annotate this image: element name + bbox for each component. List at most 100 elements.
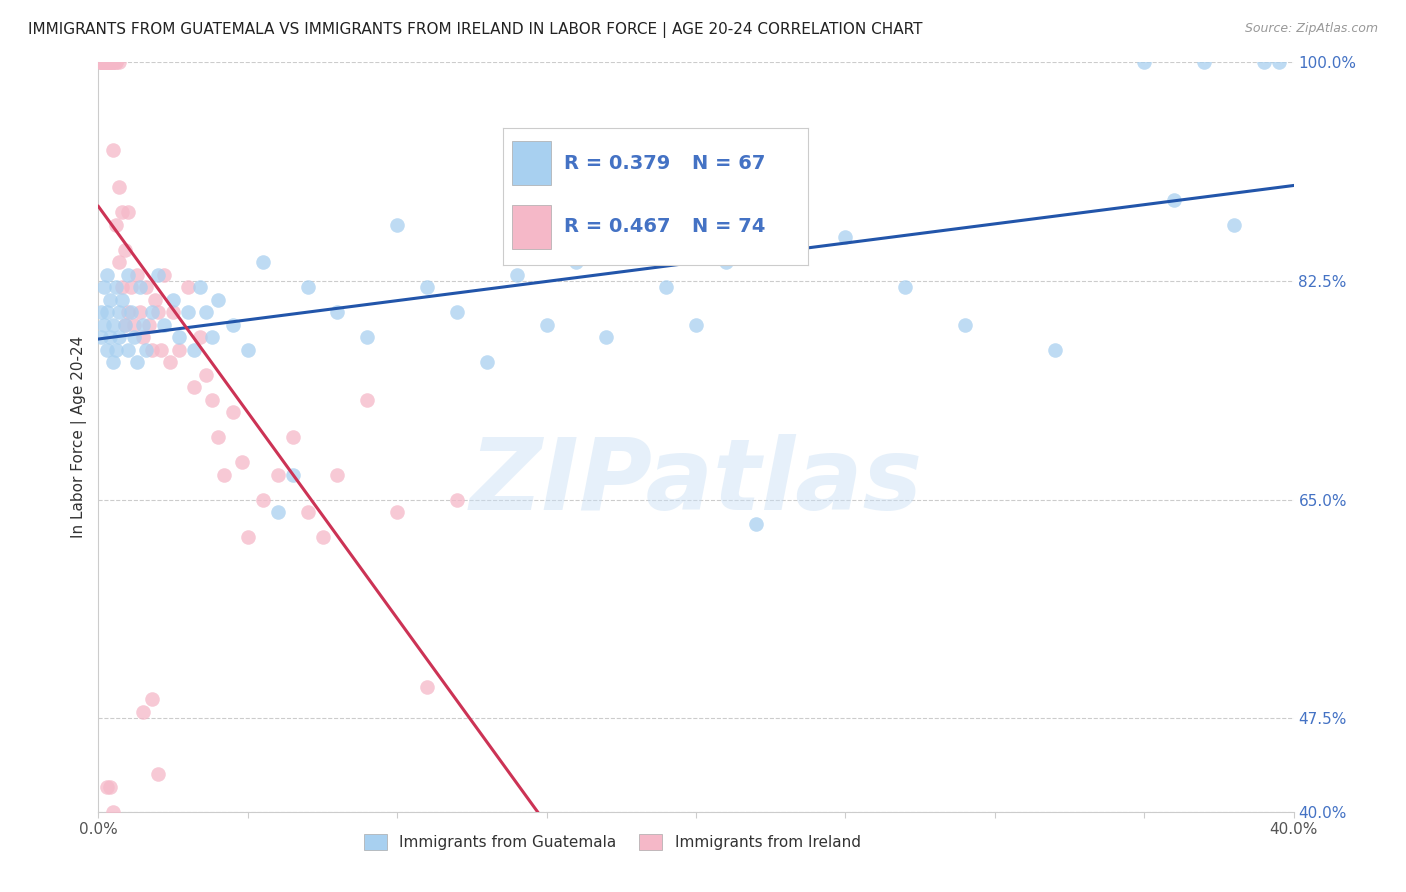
Point xyxy=(127,355,149,369)
Point xyxy=(894,280,917,294)
Text: ZIPatlas: ZIPatlas xyxy=(470,434,922,531)
Point xyxy=(108,55,131,70)
Point xyxy=(953,318,976,332)
Point xyxy=(281,467,304,482)
Point xyxy=(1043,343,1066,357)
Point xyxy=(111,293,134,307)
Point xyxy=(252,492,274,507)
Point xyxy=(595,330,617,344)
Point xyxy=(655,280,678,294)
Point xyxy=(103,355,125,369)
Point xyxy=(98,55,122,70)
Point xyxy=(506,268,529,282)
Text: R = 0.467: R = 0.467 xyxy=(564,217,671,236)
Point xyxy=(356,330,378,344)
Point xyxy=(143,293,166,307)
Point xyxy=(98,55,122,70)
Point xyxy=(111,280,134,294)
Point xyxy=(148,767,170,781)
Point xyxy=(267,467,290,482)
FancyBboxPatch shape xyxy=(512,204,551,249)
Point xyxy=(96,55,118,70)
Y-axis label: In Labor Force | Age 20-24: In Labor Force | Age 20-24 xyxy=(72,336,87,538)
Point xyxy=(90,55,112,70)
Point xyxy=(311,530,333,544)
Point xyxy=(141,692,163,706)
Point xyxy=(356,392,378,407)
Point xyxy=(153,318,176,332)
Point xyxy=(446,492,468,507)
Point xyxy=(124,330,146,344)
Text: N = 67: N = 67 xyxy=(692,153,765,173)
Point xyxy=(96,343,118,357)
Point xyxy=(103,55,125,70)
Point xyxy=(120,280,142,294)
Point xyxy=(96,780,118,794)
Point xyxy=(1192,55,1215,70)
Point xyxy=(103,318,125,332)
Point xyxy=(103,55,125,70)
Point xyxy=(446,305,468,319)
Point xyxy=(297,280,319,294)
Point xyxy=(153,268,176,282)
Point xyxy=(120,305,142,319)
Point xyxy=(195,305,218,319)
Point xyxy=(98,780,122,794)
Point xyxy=(90,55,112,70)
Point xyxy=(98,293,122,307)
FancyBboxPatch shape xyxy=(512,142,551,186)
Point xyxy=(207,430,229,444)
Point xyxy=(103,143,125,157)
Point xyxy=(222,318,245,332)
Point xyxy=(108,305,131,319)
Point xyxy=(98,55,122,70)
Point xyxy=(117,343,139,357)
Point xyxy=(114,318,136,332)
Point xyxy=(114,318,136,332)
Point xyxy=(207,293,229,307)
Point xyxy=(475,355,498,369)
Point xyxy=(108,330,131,344)
Text: Source: ZipAtlas.com: Source: ZipAtlas.com xyxy=(1244,22,1378,36)
Point xyxy=(148,268,170,282)
Point xyxy=(252,255,274,269)
Point xyxy=(1223,218,1246,232)
Point xyxy=(132,330,155,344)
Point xyxy=(90,55,112,70)
Point xyxy=(90,330,112,344)
Point xyxy=(98,330,122,344)
Point xyxy=(90,55,112,70)
Point xyxy=(183,380,205,394)
Point xyxy=(103,805,125,819)
Point xyxy=(105,218,128,232)
Point xyxy=(124,318,146,332)
Point xyxy=(195,368,218,382)
Point xyxy=(135,343,157,357)
Point xyxy=(93,55,115,70)
Point xyxy=(129,280,152,294)
Point xyxy=(132,705,155,719)
Point xyxy=(745,517,768,532)
Point xyxy=(96,55,118,70)
Point xyxy=(177,280,200,294)
Point xyxy=(212,467,235,482)
Text: IMMIGRANTS FROM GUATEMALA VS IMMIGRANTS FROM IRELAND IN LABOR FORCE | AGE 20-24 : IMMIGRANTS FROM GUATEMALA VS IMMIGRANTS … xyxy=(28,22,922,38)
Point xyxy=(111,205,134,219)
Point xyxy=(1253,55,1275,70)
Point xyxy=(416,280,439,294)
Point xyxy=(148,305,170,319)
Point xyxy=(135,280,157,294)
Point xyxy=(159,355,181,369)
Text: R = 0.379: R = 0.379 xyxy=(564,153,669,173)
Point xyxy=(114,243,136,257)
Point xyxy=(177,305,200,319)
Point xyxy=(201,330,224,344)
Point xyxy=(105,343,128,357)
Point xyxy=(105,55,128,70)
Point xyxy=(90,305,112,319)
Point xyxy=(1163,193,1185,207)
Point xyxy=(93,55,115,70)
Point xyxy=(132,318,155,332)
Point xyxy=(96,55,118,70)
Point xyxy=(167,343,190,357)
